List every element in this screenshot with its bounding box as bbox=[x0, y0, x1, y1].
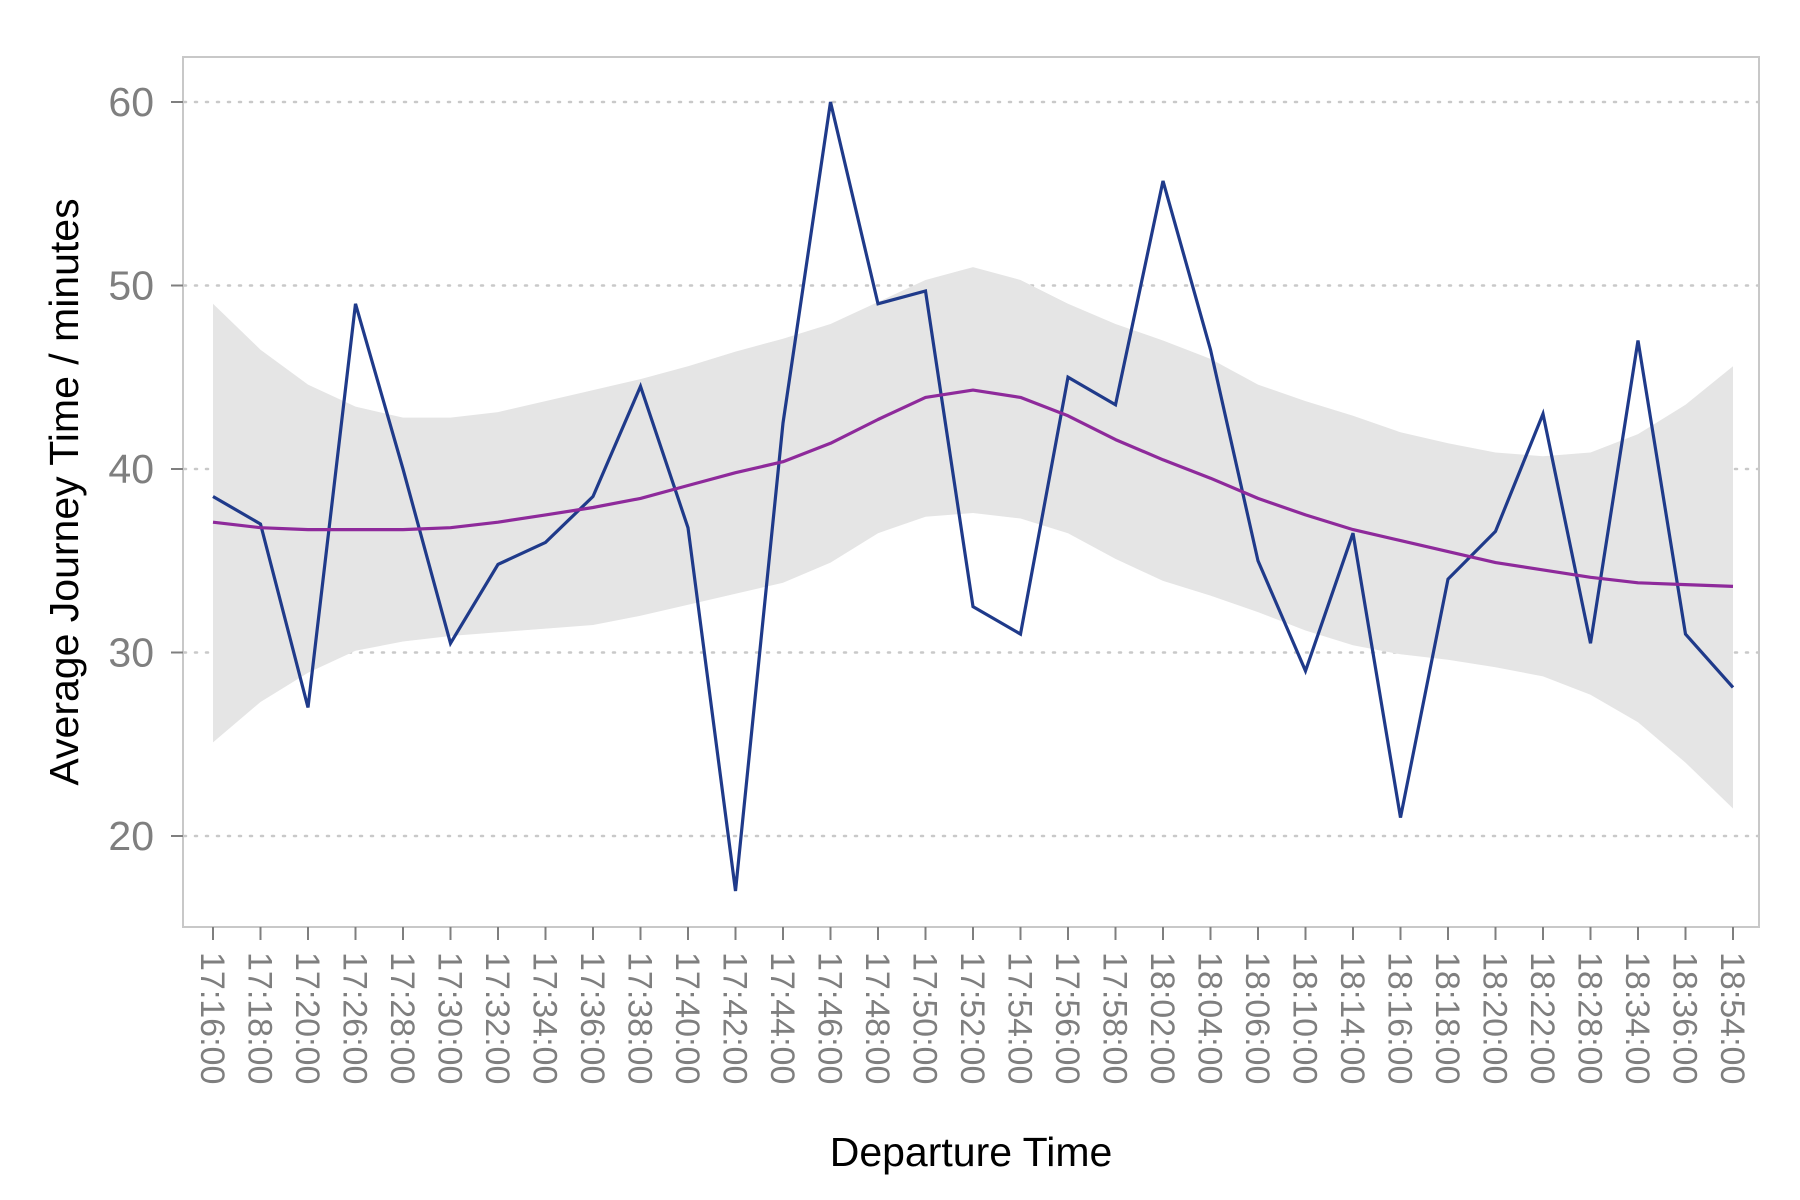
x-tick-label: 17:52:00 bbox=[953, 952, 991, 1084]
x-tick-label: 18:20:00 bbox=[1476, 952, 1514, 1084]
x-tick-label: 17:18:00 bbox=[241, 952, 279, 1084]
x-tick-label: 17:54:00 bbox=[1001, 952, 1039, 1084]
x-tick-label: 18:54:00 bbox=[1713, 952, 1751, 1084]
y-tick-label: 50 bbox=[108, 263, 154, 309]
x-tick-label: 17:36:00 bbox=[573, 952, 611, 1084]
x-tick-label: 18:28:00 bbox=[1571, 952, 1609, 1084]
x-tick-label: 17:44:00 bbox=[763, 952, 801, 1084]
x-tick-label: 17:58:00 bbox=[1096, 952, 1134, 1084]
x-tick-label: 17:48:00 bbox=[858, 952, 896, 1084]
x-axis: 17:16:00 17:18:00 17:20:00 17:26:00 17:28:00… bbox=[193, 927, 1751, 1084]
smoothed-trend-line bbox=[212, 388, 1734, 588]
x-tick-label: 17:56:00 bbox=[1048, 952, 1086, 1084]
x-tick-label: 18:16:00 bbox=[1381, 952, 1419, 1084]
confidence-band bbox=[213, 267, 1733, 809]
x-tick-label: 17:30:00 bbox=[431, 952, 469, 1084]
y-tick-label: 20 bbox=[108, 813, 154, 859]
x-tick-label: 17:32:00 bbox=[478, 952, 516, 1084]
x-axis-title: Departure Time bbox=[830, 1129, 1113, 1175]
x-tick-label: 17:42:00 bbox=[716, 952, 754, 1084]
x-tick-label: 17:50:00 bbox=[906, 952, 944, 1084]
series-layer bbox=[212, 101, 1735, 892]
x-tick-label: 18:14:00 bbox=[1333, 952, 1371, 1084]
x-tick-label: 18:36:00 bbox=[1666, 952, 1704, 1084]
x-tick-label: 18:18:00 bbox=[1428, 952, 1466, 1084]
x-tick-label: 17:26:00 bbox=[336, 952, 374, 1084]
y-axis: 20 30 40 50 60 bbox=[108, 79, 183, 859]
y-tick-label: 30 bbox=[108, 630, 154, 676]
x-tick-label: 17:16:00 bbox=[193, 952, 231, 1084]
x-tick-label: 18:04:00 bbox=[1191, 952, 1229, 1084]
x-tick-label: 18:10:00 bbox=[1286, 952, 1324, 1084]
x-tick-label: 17:38:00 bbox=[621, 952, 659, 1084]
x-tick-label: 17:34:00 bbox=[526, 952, 564, 1084]
y-axis-title: Average Journey Time / minutes bbox=[41, 198, 87, 785]
y-tick-label: 60 bbox=[108, 79, 154, 125]
confidence-band-layer bbox=[213, 267, 1733, 809]
x-tick-label: 17:46:00 bbox=[811, 952, 849, 1084]
y-tick-label: 40 bbox=[108, 446, 154, 492]
x-tick-label: 17:20:00 bbox=[288, 952, 326, 1084]
x-tick-label: 18:34:00 bbox=[1618, 952, 1656, 1084]
series-line-journey-time bbox=[212, 101, 1735, 892]
x-tick-label: 18:02:00 bbox=[1143, 952, 1181, 1084]
x-tick-label: 17:40:00 bbox=[668, 952, 706, 1084]
x-tick-label: 18:22:00 bbox=[1523, 952, 1561, 1084]
x-tick-label: 17:28:00 bbox=[383, 952, 421, 1084]
x-tick-label: 18:06:00 bbox=[1238, 952, 1276, 1084]
